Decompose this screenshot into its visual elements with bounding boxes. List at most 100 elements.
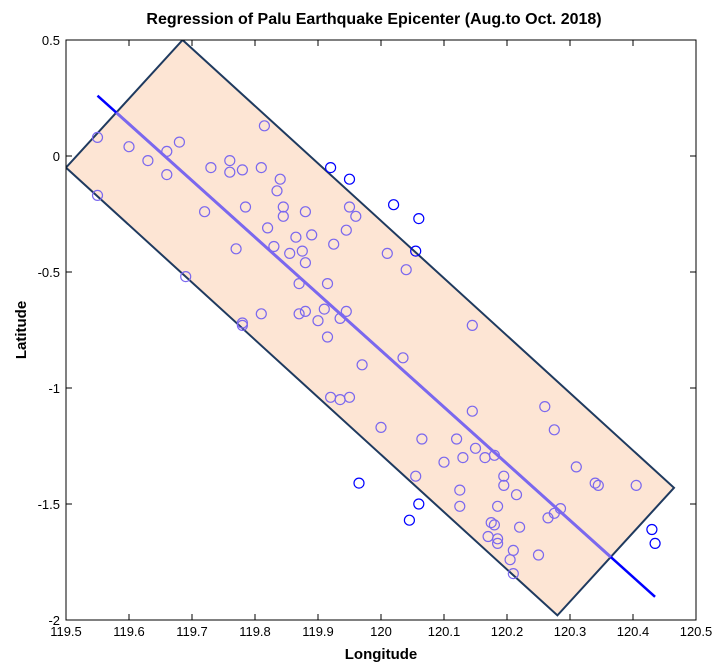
data-point [548, 424, 560, 436]
data-point [649, 537, 661, 550]
data-point [274, 173, 286, 185]
y-tick-label: -1.5 [38, 497, 60, 512]
data-point [457, 452, 469, 464]
x-tick-label: 120 [370, 624, 392, 639]
data-point [532, 549, 545, 561]
data-point [492, 537, 504, 550]
data-point [388, 199, 400, 211]
data-point [199, 206, 211, 218]
data-point [466, 319, 478, 331]
data-point [356, 359, 368, 371]
data-point [271, 185, 283, 197]
data-point [321, 278, 334, 290]
x-tick-label: 120.2 [491, 624, 524, 639]
y-tick-label: -1 [48, 381, 60, 396]
data-point [454, 500, 466, 512]
data-point [343, 173, 356, 185]
y-tick-label: 0 [53, 149, 60, 164]
data-point [539, 401, 551, 413]
data-point [255, 308, 267, 320]
data-point [258, 120, 270, 132]
regression-band [66, 40, 676, 617]
data-point [284, 247, 296, 259]
data-point [142, 155, 154, 167]
data-point [205, 162, 217, 174]
data-point [262, 222, 274, 234]
data-point [268, 240, 280, 253]
data-point [592, 479, 604, 491]
data-point [513, 521, 526, 533]
y-axis: 0.5 0 -0.5 -1 -1.5 -2 [38, 33, 696, 628]
data-point [589, 477, 601, 489]
data-point [397, 352, 409, 364]
y-tick-label: -0.5 [38, 265, 60, 280]
data-point [318, 303, 330, 315]
data-point [416, 433, 428, 445]
data-point [328, 238, 340, 250]
y-tick-label: 0.5 [42, 33, 60, 48]
data-point [630, 479, 642, 491]
x-tick-label: 120.4 [617, 624, 650, 639]
points-layer [91, 120, 661, 580]
data-point [306, 229, 318, 241]
data-point [340, 224, 352, 236]
data-point [325, 162, 337, 174]
data-point [488, 449, 500, 461]
data-point [236, 164, 248, 176]
data-point [230, 243, 242, 255]
data-point [350, 210, 362, 222]
data-point [507, 544, 519, 557]
data-point [488, 519, 500, 531]
x-tick-label: 119.6 [113, 624, 145, 639]
x-tick-label: 120.3 [554, 624, 587, 639]
y-axis-label: Latitude [13, 301, 30, 359]
data-point [290, 231, 302, 243]
data-point [91, 189, 104, 201]
data-point [492, 533, 504, 545]
data-point [381, 247, 393, 259]
data-point [293, 308, 305, 320]
data-point [466, 405, 478, 417]
data-point [239, 201, 252, 213]
data-point [236, 319, 248, 331]
data-point [321, 331, 334, 343]
data-point [343, 391, 356, 403]
data-point [91, 131, 104, 143]
y-tick-label: -2 [48, 613, 60, 628]
regression-band-layer [66, 40, 676, 617]
data-point [510, 489, 523, 501]
data-point [413, 498, 425, 510]
x-tick-label: 119.7 [176, 624, 208, 639]
data-point [498, 470, 510, 482]
data-point [451, 433, 463, 445]
data-point [296, 245, 308, 257]
x-axis-label: Longitude [345, 646, 417, 663]
data-point [312, 315, 324, 327]
x-tick-label: 119.9 [302, 624, 334, 639]
data-point [161, 145, 173, 157]
data-point [400, 264, 412, 276]
data-point [343, 201, 356, 213]
data-point [334, 312, 346, 324]
data-point [375, 421, 387, 433]
x-tick-label: 120.5 [680, 624, 713, 639]
data-point [277, 201, 289, 213]
data-point [224, 155, 236, 167]
data-point [293, 278, 305, 290]
data-point [410, 470, 422, 482]
data-point [299, 305, 311, 317]
data-point [410, 245, 422, 257]
data-point [554, 503, 567, 515]
data-point [340, 305, 352, 317]
data-point [469, 442, 482, 454]
data-point [299, 206, 311, 218]
x-tick-label: 119.8 [239, 624, 271, 639]
data-point [454, 484, 466, 496]
data-point [646, 523, 658, 536]
data-point [277, 210, 289, 222]
x-tick-label: 119.5 [50, 624, 82, 639]
x-tick-label: 120.1 [428, 624, 461, 639]
data-point [485, 516, 497, 529]
data-point [353, 477, 365, 489]
